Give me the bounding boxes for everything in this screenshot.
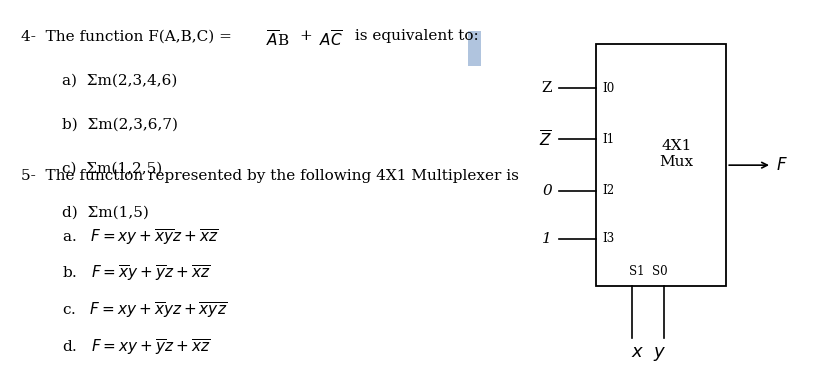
Text: $\overline{Z}$: $\overline{Z}$ (539, 130, 552, 149)
Text: 1: 1 (542, 232, 552, 246)
Text: $\mathit{A\overline{C}}$: $\mathit{A\overline{C}}$ (319, 29, 343, 50)
Text: I1: I1 (603, 133, 615, 146)
Text: $\mathit{F}$: $\mathit{F}$ (776, 157, 788, 174)
Text: 0: 0 (542, 184, 552, 198)
Text: I0: I0 (603, 81, 615, 95)
Text: d)  Σm(1,5): d) Σm(1,5) (62, 206, 149, 219)
Text: c)  Σm(1,2,5): c) Σm(1,2,5) (62, 161, 163, 175)
Text: c.   $\mathit{F = xy + \overline{x}yz + \overline{x}\overline{y}\overline{z}}$: c. $\mathit{F = xy + \overline{x}yz + \o… (62, 301, 227, 321)
Text: $\mathit{x}$  $\mathit{y}$: $\mathit{x}$ $\mathit{y}$ (631, 345, 666, 363)
Text: 5-  The function represented by the following 4X1 Multiplexer is: 5- The function represented by the follo… (21, 169, 519, 183)
Text: +: + (300, 29, 318, 43)
Text: is equivalent to:: is equivalent to: (350, 29, 479, 43)
Text: a.   $\mathit{F = xy + \overline{xy}z + \overline{xz}}$: a. $\mathit{F = xy + \overline{xy}z + \o… (62, 228, 219, 248)
Text: 4-  The function F(A,B,C) =: 4- The function F(A,B,C) = (21, 29, 232, 43)
Bar (596, 44, 726, 286)
Text: $\mathit{\overline{A}}$B: $\mathit{\overline{A}}$B (266, 29, 289, 50)
Text: d.   $\mathit{F = xy + \overline{y}z + \overline{xz}}$: d. $\mathit{F = xy + \overline{y}z + \ov… (62, 338, 211, 358)
Text: a)  Σm(2,3,4,6): a) Σm(2,3,4,6) (62, 73, 178, 87)
Text: 4X1
Mux: 4X1 Mux (660, 139, 694, 169)
Text: S1  S0: S1 S0 (629, 265, 667, 278)
Text: Z: Z (541, 81, 552, 95)
Text: I2: I2 (603, 184, 615, 197)
Text: I3: I3 (603, 232, 615, 245)
Text: b.   $\mathit{F = \overline{x}y + \overline{y}z + \overline{xz}}$: b. $\mathit{F = \overline{x}y + \overlin… (62, 264, 211, 284)
Bar (468, 31, 481, 66)
Text: b)  Σm(2,3,6,7): b) Σm(2,3,6,7) (62, 117, 178, 131)
